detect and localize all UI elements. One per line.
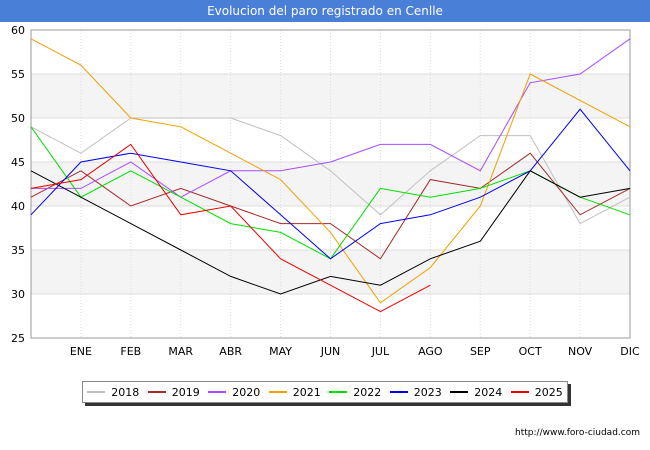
legend-label: 2019 xyxy=(171,385,200,399)
legend-label: 2024 xyxy=(474,385,503,399)
y-tick-label: 25 xyxy=(11,332,25,345)
x-tick-label: DIC xyxy=(620,345,640,358)
legend-swatch xyxy=(87,391,106,393)
x-tick-label: NOV xyxy=(568,345,593,358)
x-tick-label: MAR xyxy=(168,345,193,358)
y-tick-label: 35 xyxy=(11,244,25,257)
x-tick-label: SEP xyxy=(470,345,491,358)
legend-item-2024: 2024 xyxy=(450,386,502,399)
legend-swatch xyxy=(147,391,166,393)
series-line-2019 xyxy=(30,152,631,260)
series-line-2021 xyxy=(30,38,631,304)
legend-item-2023: 2023 xyxy=(389,385,442,399)
y-tick-label: 60 xyxy=(11,24,25,37)
legend-label: 2025 xyxy=(534,385,563,399)
legend-item-2020: 2020 xyxy=(208,386,260,399)
legend-swatch xyxy=(389,391,408,393)
legend-swatch xyxy=(208,391,227,393)
grid-band xyxy=(31,250,630,294)
legend-item-2019: 2019 xyxy=(147,385,200,399)
x-tick-label: JUL xyxy=(371,345,390,358)
y-tick-label: 40 xyxy=(11,200,25,213)
x-tick-label: ENE xyxy=(70,345,92,358)
x-tick-label: FEB xyxy=(120,345,141,358)
y-tick-label: 55 xyxy=(11,68,25,81)
series-line-2020 xyxy=(31,38,631,198)
series-line-2024 xyxy=(30,170,631,295)
y-tick-label: 45 xyxy=(11,156,25,169)
x-tick-label: OCT xyxy=(519,345,542,358)
plot-frame xyxy=(30,29,631,339)
legend-item-2021: 2021 xyxy=(268,385,321,399)
legend-swatch xyxy=(450,391,469,393)
series-line-2025 xyxy=(30,143,431,313)
chart-title: Evolucion del paro registrado en Cenlle xyxy=(0,0,650,22)
legend-item-2022: 2022 xyxy=(329,386,381,399)
chart-title-text: Evolucion del paro registrado en Cenlle xyxy=(207,4,443,18)
legend-item-2025: 2025 xyxy=(510,385,563,399)
legend-item-2018: 2018 xyxy=(87,386,139,399)
x-tick-label: AGO xyxy=(418,345,443,358)
legend-label: 2021 xyxy=(292,385,321,399)
y-tick-label: 30 xyxy=(11,288,25,301)
legend-swatch xyxy=(329,391,348,393)
x-tick-label: MAY xyxy=(269,345,292,358)
legend-label: 2018 xyxy=(111,385,140,399)
y-tick-label: 50 xyxy=(11,112,25,125)
legend-swatch xyxy=(268,391,287,393)
legend-label: 2022 xyxy=(353,385,382,399)
legend: 2018 2019 2020 2021 2022 2023 2024 2025 xyxy=(82,381,568,403)
legend-label: 2020 xyxy=(232,385,261,399)
legend-swatch xyxy=(510,391,529,393)
x-tick-label: ABR xyxy=(219,345,242,358)
x-tick-label: JUN xyxy=(320,345,341,358)
legend-label: 2023 xyxy=(413,385,442,399)
source-url: http://www.foro-ciudad.com xyxy=(515,428,640,438)
